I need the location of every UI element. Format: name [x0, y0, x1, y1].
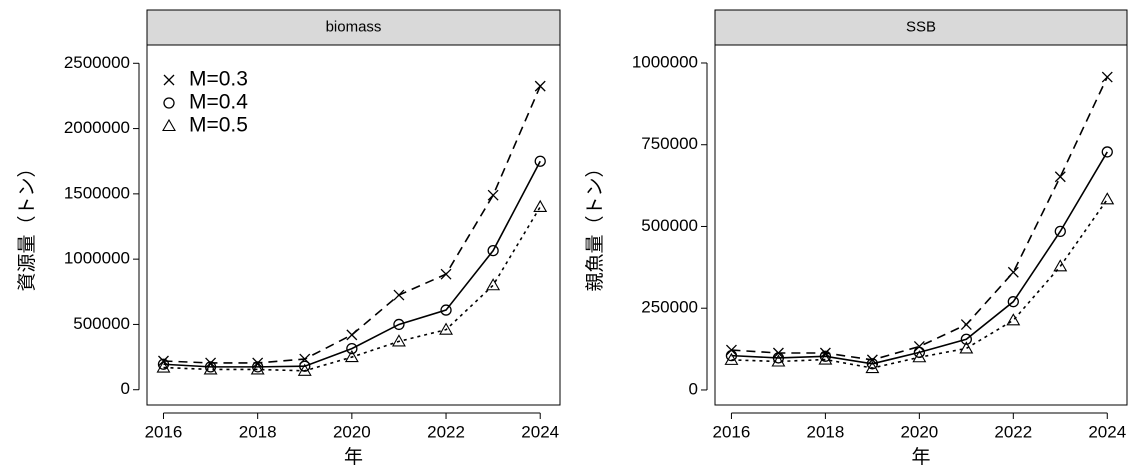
x-tick-label: 2024 — [521, 422, 559, 441]
marker-circle — [440, 304, 452, 316]
marker-x — [960, 319, 972, 331]
y-tick-label: 1500000 — [64, 183, 130, 202]
panel-title: SSB — [906, 18, 936, 35]
marker-circle — [960, 333, 972, 345]
panel-title: biomass — [326, 18, 382, 35]
marker-x — [1054, 171, 1066, 183]
strip — [146, 9, 561, 46]
marker-triangle — [486, 278, 501, 291]
marker-triangle — [203, 362, 218, 375]
y-tick-label: 2500000 — [64, 53, 130, 72]
legend-marker — [163, 74, 175, 86]
marker-triangle — [1100, 192, 1115, 205]
y-tick-label: 750000 — [641, 134, 698, 153]
plot-area — [146, 44, 561, 406]
series-line — [163, 160, 541, 368]
marker-triangle — [250, 362, 265, 375]
marker-triangle — [344, 349, 359, 363]
y-tick-label: 500000 — [73, 314, 130, 333]
x-tick-label: 2024 — [1088, 422, 1126, 441]
marker-circle — [204, 361, 217, 373]
marker-circle — [487, 245, 499, 257]
series-line — [163, 85, 541, 364]
x-tick-label: 2020 — [900, 422, 938, 441]
legend-label: M=0.5 — [189, 114, 248, 137]
y-tick-label: 2000000 — [64, 118, 130, 137]
plot-area — [714, 44, 1128, 406]
y-axis-label: 親魚量（トン） — [584, 158, 606, 291]
marker-triangle — [912, 350, 927, 363]
marker-triangle — [724, 352, 739, 365]
marker-x — [913, 341, 925, 352]
marker-triangle — [818, 352, 833, 365]
y-tick-label: 1000000 — [632, 52, 698, 71]
x-axis-label: 年 — [911, 446, 930, 468]
x-tick-label: 2018 — [806, 422, 844, 441]
x-tick-label: 2020 — [333, 422, 371, 441]
marker-triangle — [156, 360, 171, 373]
marker-x — [534, 80, 546, 92]
series-line — [731, 76, 1108, 361]
x-tick-label: 2016 — [713, 422, 751, 441]
series-line — [731, 151, 1108, 365]
series-line — [731, 198, 1108, 369]
y-tick-label: 250000 — [641, 298, 698, 317]
marker-circle — [819, 350, 832, 362]
marker-triangle — [297, 363, 312, 376]
x-tick-label: 2022 — [427, 422, 465, 441]
series-line — [163, 206, 541, 372]
marker-circle — [1054, 225, 1066, 238]
marker-triangle — [1053, 259, 1068, 272]
marker-x — [1007, 266, 1019, 278]
marker-circle — [346, 342, 358, 355]
marker-circle — [772, 352, 785, 364]
marker-triangle — [771, 354, 786, 367]
marker-circle — [534, 155, 546, 167]
x-tick-label: 2022 — [994, 422, 1032, 441]
legend-label: M=0.3 — [189, 68, 248, 91]
marker-x — [440, 268, 452, 280]
legend-marker — [163, 97, 175, 109]
y-tick-label: 0 — [689, 379, 698, 398]
marker-triangle — [391, 334, 406, 347]
marker-circle — [157, 358, 170, 370]
legend-label: M=0.4 — [189, 91, 248, 114]
marker-x — [393, 289, 405, 301]
marker-circle — [252, 361, 264, 373]
y-tick-label: 1000000 — [64, 249, 130, 268]
marker-triangle — [533, 199, 548, 212]
marker-x — [487, 189, 499, 201]
marker-circle — [393, 318, 405, 331]
x-axis-label: 年 — [344, 446, 363, 468]
marker-triangle — [439, 322, 453, 335]
marker-circle — [1007, 296, 1019, 308]
y-tick-label: 500000 — [641, 216, 698, 235]
marker-triangle — [865, 360, 880, 374]
x-tick-label: 2018 — [239, 422, 277, 441]
marker-circle — [1101, 146, 1113, 158]
y-tick-label: 0 — [121, 379, 130, 398]
marker-triangle — [1006, 313, 1021, 326]
x-tick-label: 2016 — [145, 422, 183, 441]
marker-x — [1101, 71, 1113, 83]
marker-x — [346, 329, 358, 341]
legend-marker — [162, 118, 176, 132]
marker-triangle — [959, 341, 974, 354]
y-axis-label: 資源量（トン） — [16, 158, 38, 291]
